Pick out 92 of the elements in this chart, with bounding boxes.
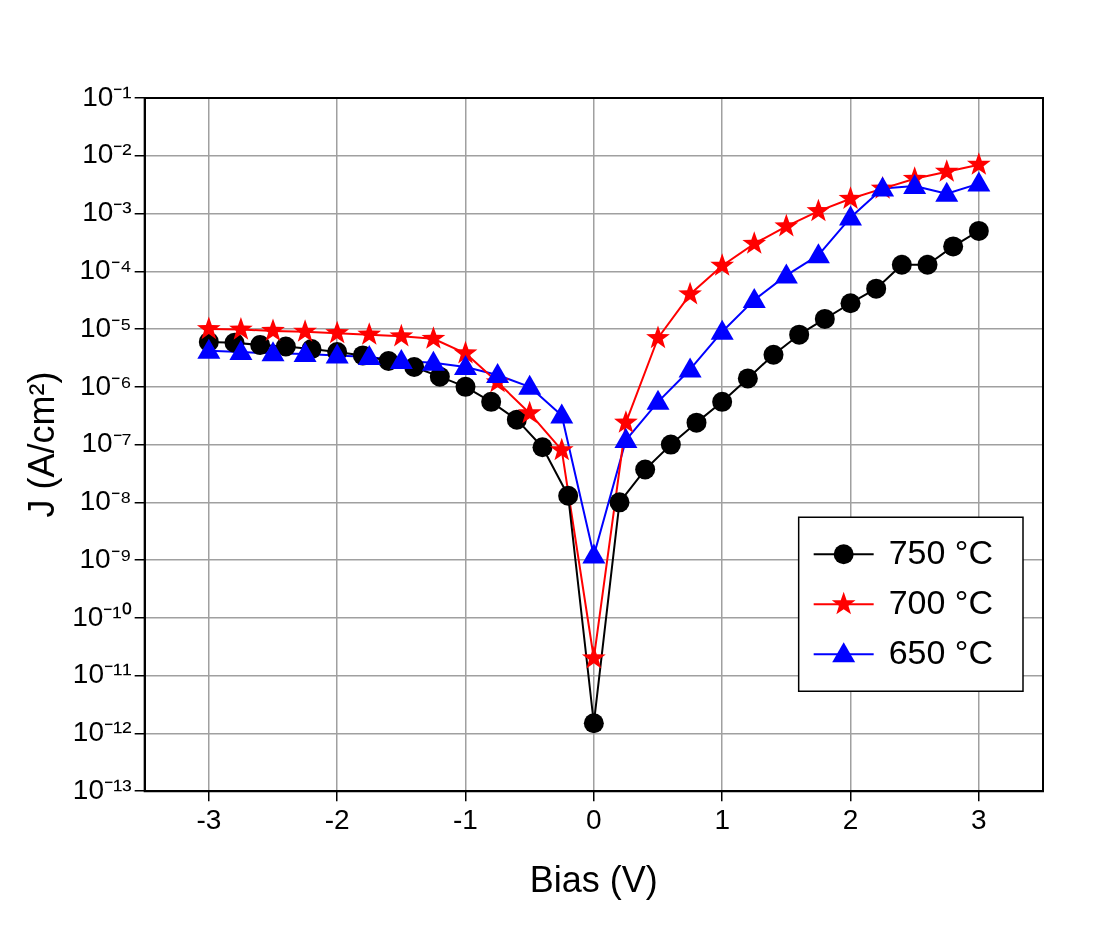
- point: [814, 308, 835, 329]
- point: [935, 181, 959, 202]
- y-tick-label: 10⁻⁷: [81, 427, 132, 459]
- y-tick-label: 10⁻⁵: [79, 311, 132, 343]
- legend-label: 650 °C: [888, 632, 993, 671]
- y-tick-label: 10⁻¹¹: [72, 658, 132, 690]
- y-tick-label: 10⁻³: [82, 196, 132, 228]
- point: [357, 322, 382, 345]
- point: [609, 492, 630, 513]
- point: [532, 437, 553, 458]
- y-tick-label: 10⁻⁴: [79, 254, 132, 286]
- y-axis-title: J (A/cm²): [20, 371, 62, 518]
- point: [558, 485, 579, 506]
- point: [660, 434, 681, 455]
- point: [710, 253, 735, 276]
- point: [229, 340, 253, 361]
- point: [196, 316, 221, 340]
- x-tick-label: -2: [324, 803, 350, 835]
- x-tick-label: -1: [453, 803, 478, 835]
- x-tick-label: 3: [971, 803, 987, 835]
- point: [943, 236, 964, 257]
- point: [389, 349, 413, 369]
- x-tick-label: 2: [842, 803, 859, 835]
- y-tick-label: 10⁻²: [82, 138, 132, 170]
- point: [550, 403, 574, 424]
- point: [421, 326, 446, 349]
- point: [678, 281, 702, 305]
- point: [806, 243, 830, 264]
- point: [454, 355, 477, 376]
- point: [763, 344, 784, 365]
- point: [646, 389, 670, 410]
- point: [389, 323, 414, 347]
- point: [774, 213, 799, 237]
- point: [840, 293, 861, 314]
- point: [917, 254, 938, 275]
- point: [421, 350, 445, 371]
- point: [838, 186, 863, 209]
- point: [891, 254, 912, 275]
- point: [506, 409, 527, 430]
- point: [518, 374, 542, 395]
- point: [481, 391, 502, 412]
- x-tick-label: 0: [586, 803, 602, 835]
- point: [742, 287, 766, 308]
- point: [968, 220, 989, 241]
- point: [229, 317, 253, 340]
- point: [250, 334, 271, 355]
- point: [455, 376, 476, 397]
- point: [866, 278, 887, 299]
- point: [549, 437, 574, 461]
- point: [275, 336, 296, 357]
- point: [710, 319, 734, 340]
- point: [967, 171, 991, 192]
- point: [934, 159, 959, 182]
- point: [486, 363, 510, 384]
- point: [789, 324, 810, 345]
- point: [197, 338, 221, 359]
- x-axis-title: Bias (V): [529, 859, 658, 901]
- point: [581, 645, 606, 669]
- point: [635, 459, 656, 480]
- y-tick-label: 10⁻⁹: [79, 542, 132, 574]
- point: [966, 152, 991, 175]
- point: [839, 205, 862, 226]
- y-tick-label: 10⁻¹: [82, 80, 132, 112]
- legend-label: 700 °C: [888, 582, 993, 621]
- legend-label: 750 °C: [888, 532, 993, 571]
- y-tick-label: 10⁻⁸: [79, 485, 132, 517]
- point: [614, 410, 638, 433]
- point: [686, 412, 707, 433]
- point: [646, 325, 670, 349]
- point: [678, 357, 702, 378]
- point: [583, 713, 604, 734]
- point: [806, 198, 831, 222]
- point: [712, 391, 733, 412]
- point: [582, 543, 606, 564]
- point: [357, 344, 381, 365]
- point: [517, 400, 542, 424]
- y-tick-label: 10⁻¹³: [72, 773, 132, 805]
- point: [774, 263, 798, 284]
- point: [737, 368, 758, 389]
- y-tick-label: 10⁻⁶: [80, 369, 132, 401]
- point: [261, 318, 285, 341]
- y-tick-label: 10⁻¹²: [72, 716, 132, 748]
- point: [742, 231, 767, 254]
- point: [903, 173, 927, 194]
- point: [325, 320, 350, 344]
- x-tick-label: 1: [714, 803, 730, 835]
- x-tick-label: -3: [196, 803, 222, 835]
- point: [293, 319, 317, 342]
- point: [293, 342, 317, 363]
- y-tick-label: 10⁻¹⁰: [72, 600, 132, 632]
- point: [614, 428, 638, 449]
- point: [261, 341, 285, 362]
